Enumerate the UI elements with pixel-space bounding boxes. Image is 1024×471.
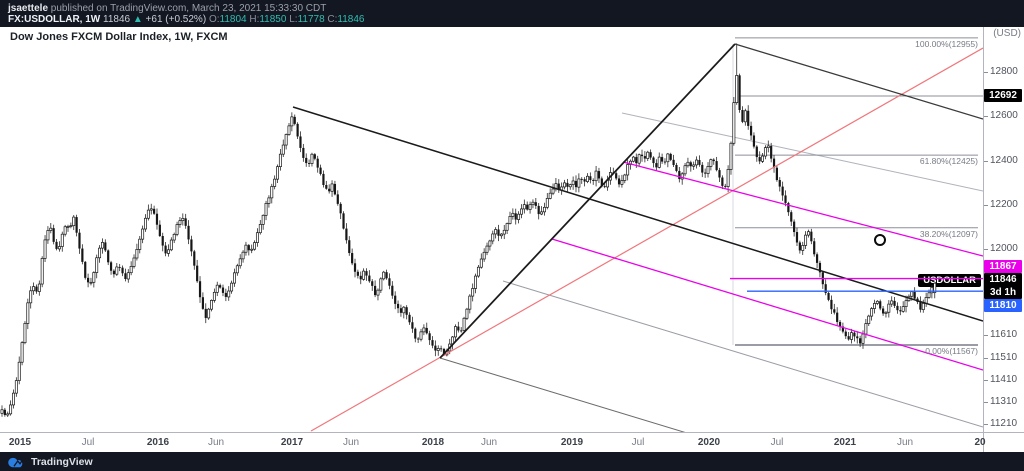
symbol-row: FX:USDOLLAR, 1W 11846 ▲ +61 (+0.52%) O:1… (8, 14, 365, 25)
snapshot-header: jsaettele published on TradingView.com, … (0, 0, 1024, 27)
byline: jsaettele published on TradingView.com, … (8, 3, 326, 14)
author-name: jsaettele (8, 3, 49, 14)
close-label: C: (327, 14, 338, 25)
symbol-name: FX:USDOLLAR, 1W (8, 14, 101, 25)
tradingview-wordmark[interactable]: TradingView (31, 455, 93, 468)
price-change: +61 (+0.52%) (145, 14, 207, 25)
chart-title: Dow Jones FXCM Dollar Index, 1W, FXCM (10, 31, 228, 43)
high-label: H: (249, 14, 260, 25)
open-label: O: (208, 14, 220, 25)
high-value: 11850 (259, 14, 287, 25)
low-value: 11778 (297, 14, 325, 25)
close-value: 11846 (337, 14, 365, 25)
tradingview-logo-icon[interactable] (8, 456, 26, 468)
open-value: 11804 (219, 14, 247, 25)
last-price-value: 11846 (103, 14, 131, 25)
low-label: L: (289, 14, 298, 25)
up-arrow-icon: ▲ (132, 14, 143, 25)
footer-bar: TradingView (0, 452, 1024, 471)
byline-text: published on TradingView.com, March 23, … (48, 3, 327, 14)
currency-unit-label: (USD) (993, 28, 1021, 39)
